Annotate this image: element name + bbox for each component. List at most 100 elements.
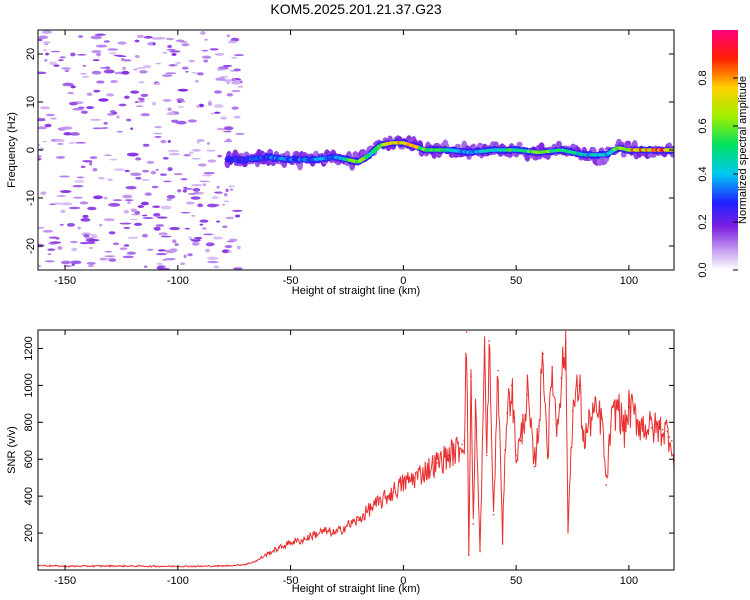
noise-speckle [203,59,209,63]
noise-speckle [68,142,75,144]
noise-speckle [89,118,102,121]
noise-speckle [80,218,91,222]
noise-speckle [117,41,127,45]
noise-speckle [38,157,42,161]
noise-speckle [152,205,161,208]
noise-speckle [80,110,88,114]
noise-speckle [144,192,152,196]
noise-speckle [217,154,222,158]
noise-speckle [121,57,125,62]
noise-speckle [205,248,210,253]
noise-speckle [136,34,145,39]
noise-speckle [157,249,166,252]
noise-speckle [38,226,45,230]
noise-speckle [174,243,179,247]
noise-speckle [95,44,108,48]
noise-speckle [160,139,167,144]
noise-speckle [70,240,78,244]
snr-ytick-label: 1000 [23,373,35,397]
noise-speckle [104,154,112,157]
noise-speckle [38,143,41,147]
noise-speckle [167,107,172,112]
noise-speckle [108,52,117,55]
noise-speckle [165,72,177,75]
noise-speckle [155,224,165,227]
snr-data-point [504,449,506,451]
noise-speckle [142,217,154,219]
noise-speckle [220,116,228,120]
noise-speckle [205,242,215,247]
noise-speckle [233,54,245,57]
noise-speckle [152,101,157,106]
noise-speckle [59,175,70,178]
noise-speckle [162,51,168,54]
noise-speckle [167,149,180,153]
noise-speckle [175,61,182,65]
noise-speckle [155,168,159,172]
noise-speckle [192,187,201,192]
noise-speckle [162,156,169,160]
noise-speckle [159,173,168,176]
noise-speckle [89,239,100,242]
snr-data-point [391,491,393,494]
snr-data-point [483,356,486,359]
noise-speckle [77,226,81,230]
noise-speckle [70,85,76,89]
snr-data-point [357,519,360,521]
noise-speckle [203,171,215,175]
noise-speckle [68,101,78,106]
noise-speckle [103,122,108,125]
noise-speckle [134,101,139,104]
noise-speckle [130,213,141,216]
noise-speckle [130,208,137,213]
noise-speckle [196,105,200,108]
noise-speckle [38,118,46,122]
noise-speckle [203,233,214,236]
snr-data-point [486,454,488,457]
snr-data-point [301,539,303,542]
noise-speckle [140,201,149,206]
noise-speckle [151,185,159,189]
colorbar-tick-label: 0.4 [697,166,709,181]
noise-speckle [187,119,197,123]
snr-data-point [109,565,111,567]
noise-speckle [92,167,98,172]
noise-speckle [123,244,130,247]
snr-ylabel: SNR (v/v) [6,426,18,474]
noise-speckle [226,34,230,38]
snr-data-point [334,532,337,534]
noise-speckle [175,120,187,125]
noise-speckle [171,52,177,56]
noise-speckle [54,139,65,142]
snr-data-point [578,384,581,387]
noise-speckle [177,106,185,108]
noise-speckle [163,180,172,183]
noise-speckle [108,202,121,207]
noise-speckle [142,214,148,217]
snr-xtick-label: 0 [400,575,406,587]
noise-speckle [82,160,93,163]
noise-speckle [89,156,98,160]
noise-speckle [233,115,241,119]
snr-ytick-label: 200 [23,524,35,542]
noise-speckle [122,194,133,199]
spectrogram-xtick-label: -100 [167,275,189,287]
noise-speckle [231,77,236,82]
snr-data-point [623,430,626,433]
snr-ytick-label: 800 [23,413,35,431]
noise-speckle [74,180,85,183]
snr-data-point [458,447,461,449]
noise-speckle [173,173,183,176]
noise-speckle [216,220,221,223]
noise-speckle [214,191,219,194]
snr-data-point [610,425,612,427]
noise-speckle [184,227,191,230]
snr-data-point [567,528,569,531]
snr-xtick-label: 100 [620,575,638,587]
noise-speckle [60,260,71,265]
noise-speckle [122,66,127,71]
colorbar-gradient [712,30,738,270]
noise-speckle [130,127,134,130]
noise-speckle [126,152,139,157]
noise-speckle [180,178,188,181]
